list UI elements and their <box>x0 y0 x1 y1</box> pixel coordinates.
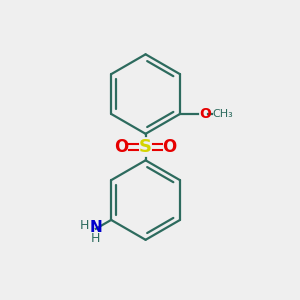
Text: O: O <box>163 138 177 156</box>
Text: N: N <box>89 220 102 235</box>
Text: H: H <box>80 219 89 232</box>
Text: S: S <box>139 138 152 156</box>
Text: CH₃: CH₃ <box>212 109 233 119</box>
Text: H: H <box>91 232 101 245</box>
Text: O: O <box>199 107 211 121</box>
Text: O: O <box>114 138 129 156</box>
